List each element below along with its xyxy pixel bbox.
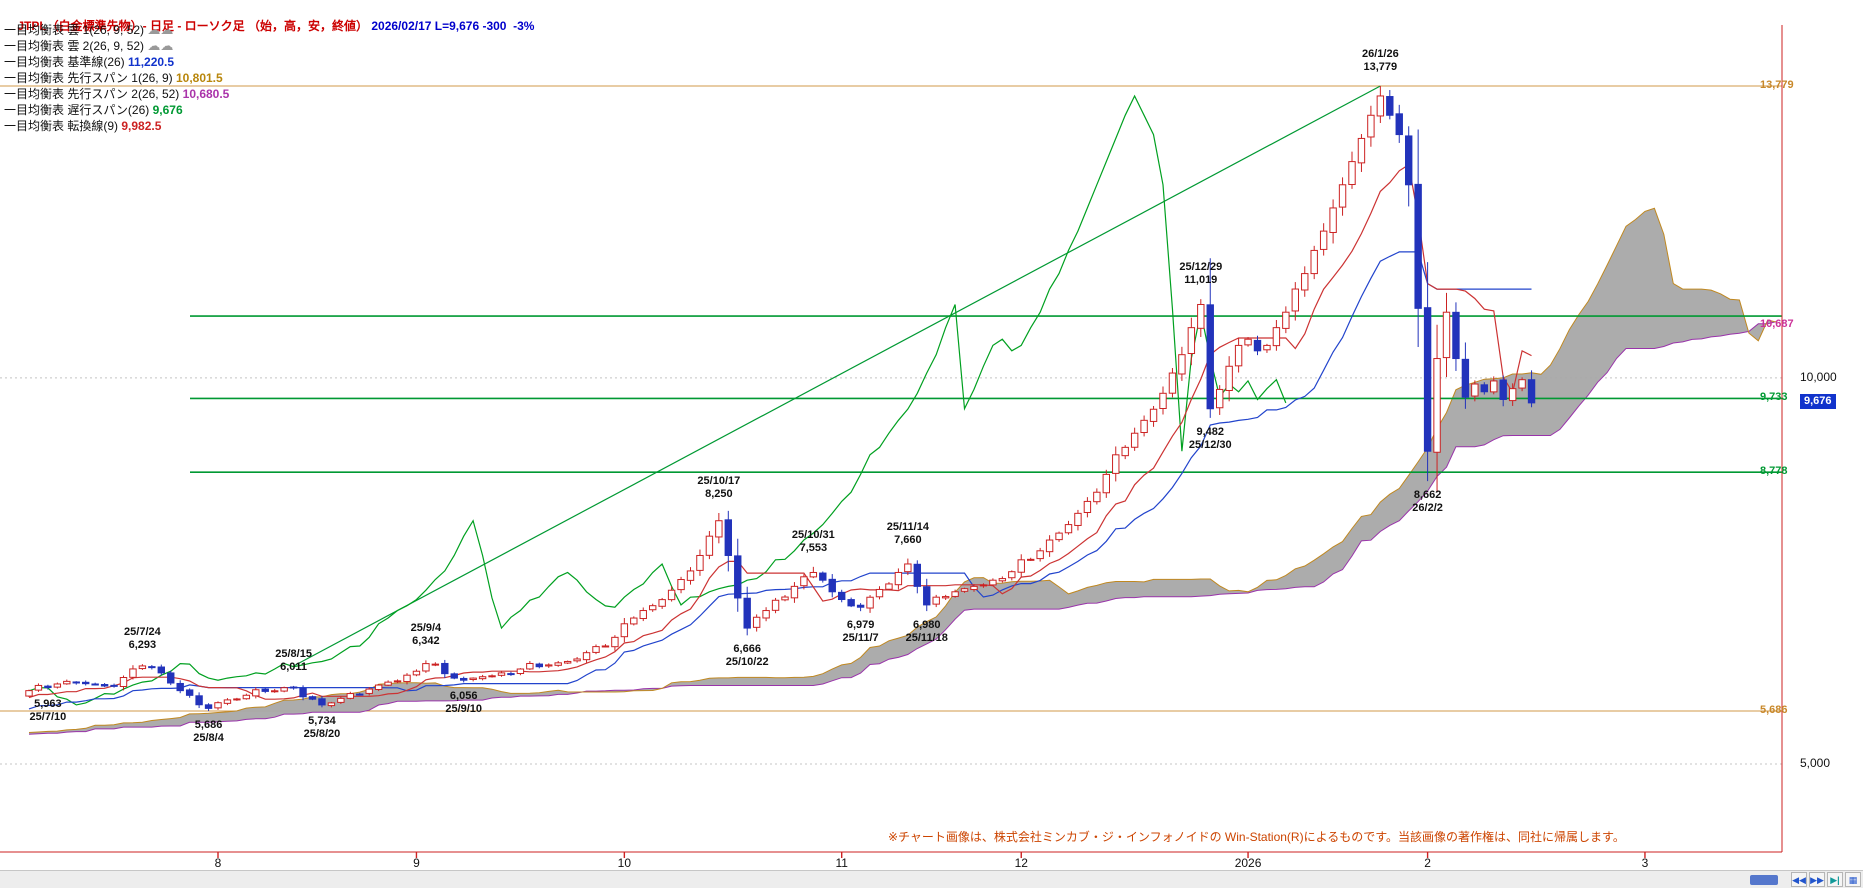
cloud-icon: ☁☁ xyxy=(147,38,174,53)
indicator-legend: 一目均衡表 雲 1(26, 9, 52) ☁☁ 一目均衡表 雲 2(26, 9, … xyxy=(4,22,229,134)
legend-value: 10,680.5 xyxy=(182,87,230,101)
legend-value: 9,982.5 xyxy=(121,119,162,133)
horizontal-scrollbar[interactable]: ◀◀ ▶▶ ▶| ▦ xyxy=(0,870,1863,888)
scroll-fast-left-button[interactable]: ◀◀ xyxy=(1791,872,1807,887)
scroll-fast-right-button[interactable]: ▶▶ xyxy=(1809,872,1825,887)
legend-label: 一目均衡表 転換線(9) xyxy=(4,119,122,133)
cloud-icon: ☁☁ xyxy=(147,22,174,37)
chart-titlebar: JTPL（白金標準先物）- 日足 - ローソク足 （始，高，安，終値） 2026… xyxy=(4,3,534,48)
indicator-legend-item: 一目均衡表 基準線(26) 11,220.5 xyxy=(4,54,229,70)
chart-quote-info: 2026/02/17 L=9,676 -300 -3% xyxy=(371,19,535,33)
legend-label: 一目均衡表 先行スパン 1(26, 9) xyxy=(4,71,176,85)
legend-value: 10,801.5 xyxy=(175,71,223,85)
legend-label: 一目均衡表 雲 1(26, 9, 52) xyxy=(4,23,148,37)
chart-title: JTPL（白金標準先物）- 日足 - ローソク足 （始，高，安，終値） xyxy=(17,19,372,33)
legend-value: 11,220.5 xyxy=(128,55,175,69)
scroll-end-button[interactable]: ▶| xyxy=(1827,872,1843,887)
scrollbar-thumb[interactable] xyxy=(1750,875,1778,885)
copyright-note: ※チャート画像は、株式会社ミンカブ・ジ・インフォノイドの Win-Station… xyxy=(888,830,1625,844)
indicator-legend-item: 一目均衡表 転換線(9) 9,982.5 xyxy=(4,118,229,134)
indicator-legend-item: 一目均衡表 雲 2(26, 9, 52) ☁☁ xyxy=(4,38,229,54)
legend-label: 一目均衡表 雲 2(26, 9, 52) xyxy=(4,39,148,53)
scrollbar-buttons: ◀◀ ▶▶ ▶| ▦ xyxy=(1791,872,1861,887)
legend-label: 一目均衡表 遅行スパン(26) xyxy=(4,103,153,117)
legend-label: 一目均衡表 先行スパン 2(26, 52) xyxy=(4,87,183,101)
legend-label: 一目均衡表 基準線(26) xyxy=(4,55,129,69)
indicator-legend-item: 一目均衡表 雲 1(26, 9, 52) ☁☁ xyxy=(4,22,229,38)
legend-value: 9,676 xyxy=(152,103,183,117)
indicator-legend-item: 一目均衡表 先行スパン 1(26, 9) 10,801.5 xyxy=(4,70,229,86)
chart-grid-button[interactable]: ▦ xyxy=(1845,872,1861,887)
indicator-legend-item: 一目均衡表 先行スパン 2(26, 52) 10,680.5 xyxy=(4,86,229,102)
indicator-legend-item: 一目均衡表 遅行スパン(26) 9,676 xyxy=(4,102,229,118)
